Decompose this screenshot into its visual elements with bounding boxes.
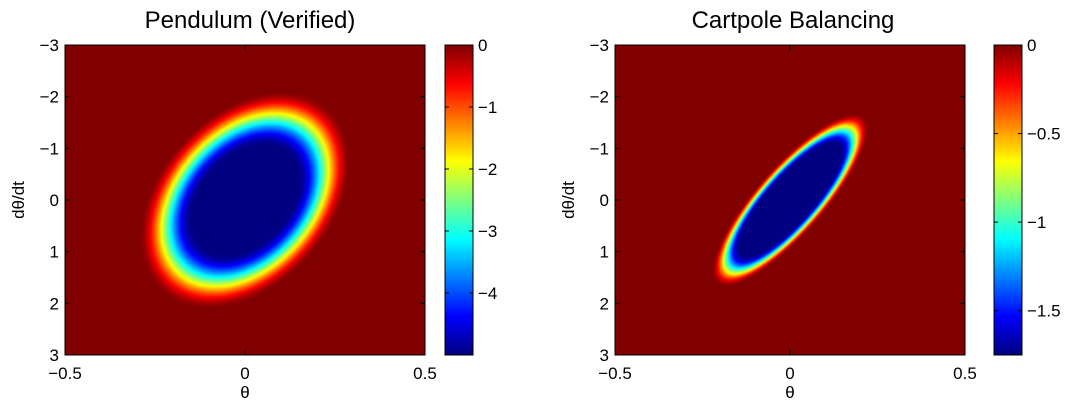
x-tick-label: 0 — [240, 364, 249, 383]
colorbar-tick-label: −1 — [478, 98, 497, 117]
x-ticks: −0.5 0 0.5 — [48, 45, 437, 383]
colorbar-image — [994, 45, 1022, 355]
colorbar-tick-label: 0 — [1027, 36, 1036, 55]
colorbar-ticks: 0 −1 −2 −3 −4 — [445, 36, 497, 303]
colorbar-tick-label: −1.5 — [1027, 302, 1061, 321]
colorbar-tick-label: −4 — [478, 284, 497, 303]
x-tick-label: −0.5 — [598, 364, 632, 383]
chart-cartpole: Cartpole Balancing −0.5 0 0.5 −3 −2 −1 0 1 2 3 θ… — [550, 0, 1068, 405]
y-tick-label: 3 — [600, 346, 609, 365]
y-tick-label: −1 — [590, 139, 609, 158]
heatmap-image — [65, 45, 425, 355]
chart-pendulum-svg: Pendulum (Verified) −0.5 0 0.5 −3−2−10123 … — [9, 7, 497, 402]
y-tick-label: 1 — [600, 243, 609, 262]
y-tick-label: 3 — [50, 346, 59, 365]
x-tick-label: 0 — [785, 364, 794, 383]
y-tick-label: −2 — [40, 88, 59, 107]
colorbar-tick-label: −1 — [1027, 213, 1046, 232]
x-tick-label: 0.5 — [953, 364, 977, 383]
y-axis-label: dθ/dt — [9, 181, 28, 219]
colorbar-frame — [444, 44, 474, 356]
y-tick-label: 2 — [600, 294, 609, 313]
colorbar-tick-label: −3 — [478, 222, 497, 241]
y-axis-label: dθ/dt — [559, 181, 578, 219]
x-tick-label: −0.5 — [48, 364, 82, 383]
y-tick-label: −1 — [40, 139, 59, 158]
colorbar-frame — [993, 44, 1023, 356]
y-tick-label: 2 — [50, 294, 59, 313]
colorbar-tick-label: 0 — [478, 36, 487, 55]
x-axis-label: θ — [785, 383, 794, 402]
y-ticks: −3 −2 −1 0 1 2 3 — [40, 36, 425, 365]
y-tick-label: −2 — [590, 88, 609, 107]
colorbar-tick-label: −0.5 — [1027, 125, 1061, 144]
chart-title: Pendulum (Verified) — [145, 7, 356, 34]
chart-title: Cartpole Balancing — [692, 7, 895, 34]
x-tick-label: 0.5 — [413, 364, 437, 383]
y-ticks: −3 −2 −1 0 1 2 3 — [590, 36, 965, 365]
colorbar-ticks: 0 −0.5 −1 −1.5 — [994, 36, 1061, 321]
y-tick-label: −3 — [590, 36, 609, 55]
chart-cartpole-svg: Cartpole Balancing −0.5 0 0.5 −3 −2 −1 0 1 2 3 θ… — [559, 7, 1061, 402]
heatmap-image — [615, 45, 965, 355]
y-tick-label: 1 — [50, 243, 59, 262]
y-tick-label: 0 — [50, 191, 59, 210]
x-axis-label: θ — [240, 383, 249, 402]
colorbar-image — [445, 45, 473, 355]
chart-pendulum: Pendulum (Verified) −0.5 0 0.5 −3 −2 −1 0 1 2 3 … — [9, 7, 497, 402]
y-tick-label: −3 — [40, 36, 59, 55]
colorbar-tick-label: −2 — [478, 160, 497, 179]
x-ticks: −0.5 0 0.5 — [598, 45, 977, 383]
y-tick-label: 0 — [600, 191, 609, 210]
